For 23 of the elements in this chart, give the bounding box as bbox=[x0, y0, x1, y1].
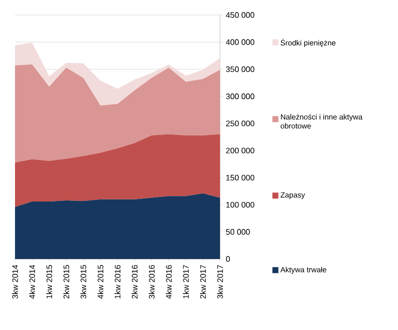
y-tick-label: 300 000 bbox=[226, 93, 254, 100]
x-tick-label: 4kw 2015 bbox=[97, 265, 104, 299]
y-tick-label: 400 000 bbox=[226, 39, 254, 45]
y-tick-label: 200 000 bbox=[226, 148, 254, 154]
x-tick-label: 2kw 2016 bbox=[132, 265, 138, 299]
x-tick-label: 2kw 2015 bbox=[63, 265, 70, 299]
x-tick-label: 1kw 2017 bbox=[182, 265, 189, 298]
x-tick-label: 2kw 2017 bbox=[200, 265, 206, 299]
x-tick-label: 3kw 2014 bbox=[12, 264, 18, 299]
y-tick-label: 50 000 bbox=[226, 229, 250, 235]
x-tick-label: 4kw 2014 bbox=[29, 264, 36, 299]
x-tick-label: 3kw 2015 bbox=[80, 265, 86, 299]
x-tick-label: 3kw 2017 bbox=[217, 265, 223, 299]
x-tick-label: 3kw 2016 bbox=[148, 265, 155, 299]
x-tick-label: 1kw 2015 bbox=[46, 265, 52, 298]
y-tick-label: 150 000 bbox=[226, 174, 254, 180]
y-tick-label: 350 000 bbox=[226, 66, 254, 72]
y-tick-label: 450 000 bbox=[226, 12, 254, 18]
x-tick-label: 1kw 2016 bbox=[114, 265, 120, 298]
y-tick-label: 0 bbox=[226, 256, 230, 262]
y-tick-label: 100 000 bbox=[226, 202, 254, 208]
y-tick-label: 250 000 bbox=[226, 120, 254, 126]
x-tick-label: 4kw 2016 bbox=[166, 265, 172, 299]
